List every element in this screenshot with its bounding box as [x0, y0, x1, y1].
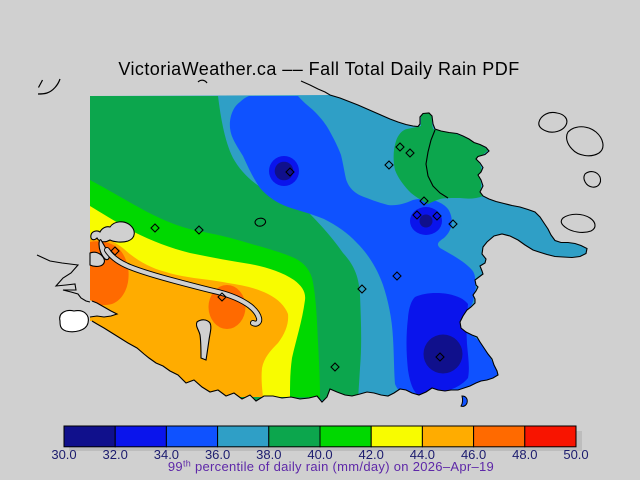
svg-text:VictoriaWeather.ca –– Fall Tot: VictoriaWeather.ca –– Fall Total Daily R… [118, 59, 519, 79]
svg-text:99th percentile of daily rain: 99th percentile of daily rain (mm/day) o… [168, 459, 494, 475]
svg-text:32.0: 32.0 [103, 447, 128, 462]
svg-text:42.0: 42.0 [359, 447, 384, 462]
svg-text:50.0: 50.0 [563, 447, 588, 462]
svg-text:36.0: 36.0 [205, 447, 230, 462]
svg-text:40.0: 40.0 [307, 447, 332, 462]
svg-text:48.0: 48.0 [512, 447, 537, 462]
svg-text:46.0: 46.0 [461, 447, 486, 462]
svg-text:30.0: 30.0 [51, 447, 76, 462]
svg-text:44.0: 44.0 [410, 447, 435, 462]
svg-text:34.0: 34.0 [154, 447, 179, 462]
svg-text:38.0: 38.0 [256, 447, 281, 462]
